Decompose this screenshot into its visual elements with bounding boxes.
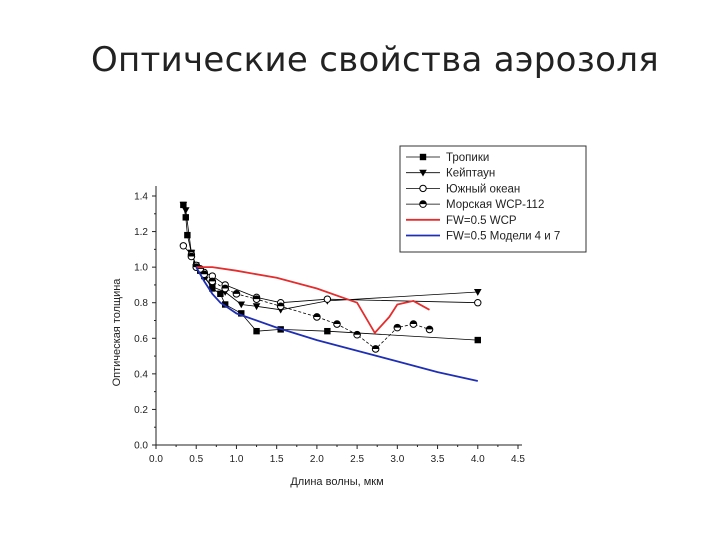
series-line xyxy=(196,266,430,335)
legend-item: Южный океан xyxy=(406,183,520,195)
data-point xyxy=(217,290,224,298)
data-point xyxy=(474,336,481,344)
y-tick-label: 0.4 xyxy=(134,369,148,380)
x-tick-label: 4.0 xyxy=(471,454,485,465)
data-point-fill xyxy=(233,290,240,294)
x-tick-label: 2.5 xyxy=(350,454,364,465)
legend: Тропики Кейптаун Южный океан Морская WCP-11… xyxy=(399,145,587,253)
data-point-fill xyxy=(372,345,379,349)
data-point xyxy=(253,327,260,335)
data-point xyxy=(208,283,217,291)
data-point xyxy=(252,303,261,311)
x-tick-label: 1.0 xyxy=(229,454,243,465)
data-point xyxy=(323,295,332,303)
legend-item: Тропики xyxy=(406,152,489,164)
y-axis-label: Оптическая толщина xyxy=(111,278,123,387)
data-point xyxy=(238,310,245,317)
x-tick-label: 1.5 xyxy=(270,454,284,465)
series-6 xyxy=(195,266,478,382)
x-tick-label: 2.0 xyxy=(310,454,324,465)
data-point xyxy=(179,242,188,250)
data-point-fill xyxy=(313,313,321,317)
legend-item: FW=0.5 Модели 4 и 7 xyxy=(406,231,560,243)
x-tick-label: 3.5 xyxy=(431,454,445,465)
data-point xyxy=(221,301,229,308)
data-point xyxy=(181,207,190,215)
data-point xyxy=(324,327,331,335)
data-point-fill xyxy=(253,295,260,300)
data-point-fill xyxy=(188,253,195,257)
data-point xyxy=(179,201,188,209)
series-line xyxy=(195,266,478,382)
legend-item: Кейптаун xyxy=(406,168,495,180)
tick-labels: 0.0 0.5 1.0 1.5 2.0 2.5 3.0 3.5 4.0 4.5 0.0 0.2 0.4 0… xyxy=(111,192,525,489)
data-point xyxy=(419,184,427,193)
x-tick-label: 0.0 xyxy=(149,454,163,465)
data-point-fill xyxy=(209,278,216,282)
data-point xyxy=(419,153,427,161)
x-tick-label: 3.0 xyxy=(390,454,404,465)
y-tick-label: 1.4 xyxy=(134,192,148,203)
series-4 xyxy=(187,252,434,353)
y-tick-label: 1.0 xyxy=(134,263,148,274)
data-point-fill xyxy=(277,302,284,307)
y-tick-label: 0.2 xyxy=(134,405,148,416)
slide-title: Оптические свойства аэрозоля xyxy=(90,40,660,80)
legend-label: Тропики xyxy=(446,152,489,164)
data-point-fill xyxy=(394,324,401,328)
data-point-fill xyxy=(419,200,427,205)
x-tick-label: 0.5 xyxy=(189,454,203,465)
legend-label: FW=0.5 Модели 4 и 7 xyxy=(446,231,560,243)
data-point xyxy=(474,299,482,307)
data-point-fill xyxy=(410,320,417,325)
legend-label: Морская WCP-112 xyxy=(446,199,544,211)
series-5 xyxy=(196,266,430,335)
x-tick-label: 4.5 xyxy=(511,454,525,465)
y-tick-label: 1.2 xyxy=(134,227,148,238)
y-tick-label: 0.8 xyxy=(134,298,148,309)
data-point xyxy=(419,169,427,177)
data-point-fill xyxy=(221,285,229,289)
legend-item: Морская WCP-112 xyxy=(406,199,544,211)
data-point xyxy=(184,231,191,239)
y-tick-label: 0.6 xyxy=(134,334,148,345)
series-group xyxy=(179,201,482,382)
series-line xyxy=(191,256,430,350)
x-axis-label: Длина волны, мкм xyxy=(290,476,383,488)
legend-label: Кейптаун xyxy=(446,168,495,180)
legend-item: FW=0.5 WCP xyxy=(406,215,517,227)
data-point xyxy=(237,301,246,309)
axes xyxy=(152,186,522,449)
data-point xyxy=(473,289,482,296)
legend-label: FW=0.5 WCP xyxy=(446,215,517,227)
data-point-fill xyxy=(426,326,433,330)
legend-box xyxy=(399,145,587,253)
data-point-fill xyxy=(200,270,208,275)
y-tick-label: 0.0 xyxy=(134,441,148,452)
data-point-fill xyxy=(353,331,361,335)
data-point-fill xyxy=(333,320,341,325)
legend-label: Южный океан xyxy=(446,183,520,195)
data-point xyxy=(182,214,189,221)
